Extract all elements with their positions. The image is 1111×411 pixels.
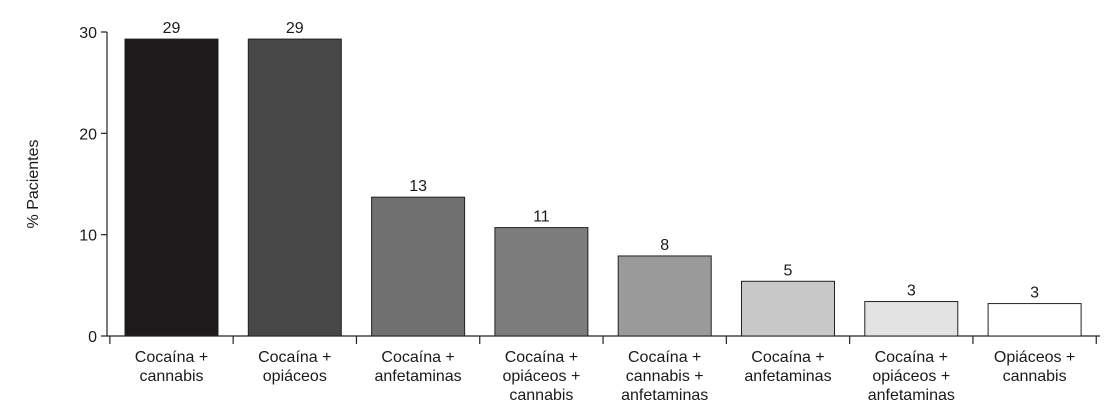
value-label: 8 <box>660 237 669 254</box>
value-label: 29 <box>163 20 181 37</box>
y-tick-label: 0 <box>88 329 97 346</box>
category-label: cannabis <box>1003 368 1067 385</box>
y-tick-label: 30 <box>79 25 97 42</box>
bar <box>864 301 959 337</box>
category-label: anfetaminas <box>744 368 831 385</box>
bars: 29 29 13 11 8 5 3 3 <box>124 20 1082 337</box>
category-label: Cocaína + <box>875 349 948 366</box>
category-label: cannabis <box>509 387 573 404</box>
category-label: Opiáceos + <box>994 349 1075 366</box>
category-label: Cocaína + <box>505 349 578 366</box>
bar <box>124 38 219 337</box>
y-axis-title: % Pacientes <box>25 140 42 229</box>
y-tick-label: 20 <box>79 126 97 143</box>
value-label: 29 <box>286 20 304 37</box>
value-label: 3 <box>907 283 916 300</box>
bar <box>741 280 835 337</box>
value-label: 3 <box>1030 285 1039 302</box>
category-label: anfetaminas <box>868 387 955 404</box>
x-axis: Cocaína + cannabis Cocaína + opiáceos Cocaín… <box>107 335 1100 404</box>
bar <box>494 227 589 337</box>
category-label: anfetaminas <box>375 368 462 385</box>
category-label: cannabis + <box>626 368 704 385</box>
bar <box>617 255 712 337</box>
category-label: Cocaína + <box>258 349 331 366</box>
category-label: Cocaína + <box>381 349 454 366</box>
value-label: 5 <box>784 262 793 279</box>
category-label: opiáceos + <box>872 368 950 385</box>
y-tick-label: 10 <box>79 228 97 245</box>
category-label: opiáceos + <box>502 368 580 385</box>
bar <box>371 196 466 337</box>
category-label: opiáceos <box>263 368 327 385</box>
category-label: cannabis <box>139 368 203 385</box>
y-axis: 0 10 20 30 <box>79 25 108 346</box>
category-label: Cocaína + <box>628 349 701 366</box>
category-label: Cocaína + <box>751 349 824 366</box>
category-label: Cocaína + <box>135 349 208 366</box>
bar <box>987 303 1082 337</box>
value-label: 13 <box>409 178 427 195</box>
bar <box>247 38 342 337</box>
category-label: anfetaminas <box>621 387 708 404</box>
value-label: 11 <box>533 209 550 226</box>
